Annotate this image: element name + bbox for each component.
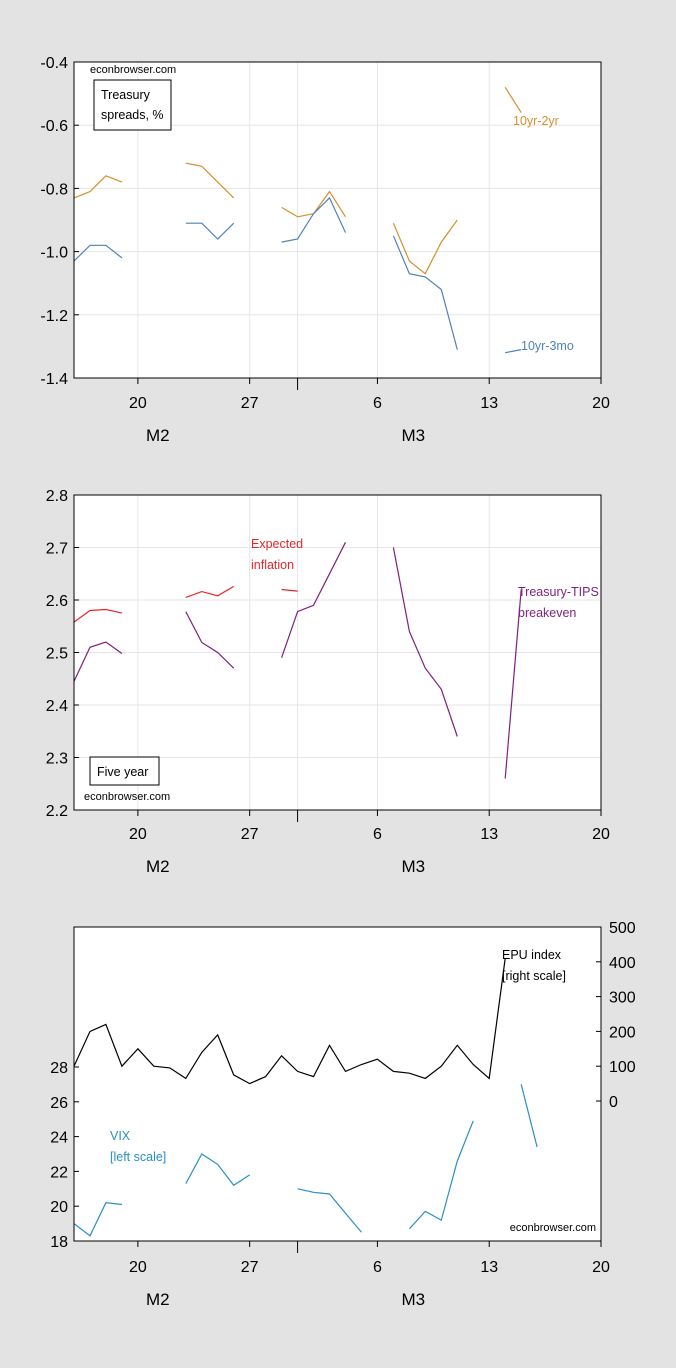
y-tick-label: 2.7 <box>46 541 68 558</box>
x-tick-label: 13 <box>480 395 498 412</box>
y-tick-label: 2.8 <box>46 488 68 505</box>
series-label: 10yr-3mo <box>521 339 574 353</box>
series-line <box>281 196 347 243</box>
y-tick-label: 18 <box>50 1234 68 1251</box>
chart-panel-2: Expected inflation Treasury-TIPS breakeven 2… <box>46 488 610 876</box>
month-label: M3 <box>401 1290 425 1309</box>
x-tick-label: 20 <box>592 395 610 412</box>
series-line <box>185 222 235 240</box>
y-tick-label: 26 <box>50 1095 68 1112</box>
y-tick-label: 2.3 <box>46 751 68 768</box>
series-line <box>392 547 458 737</box>
series-line <box>520 1084 538 1148</box>
y2-tick-label: 200 <box>609 1024 636 1041</box>
series-line <box>185 585 235 598</box>
series-label: VIX <box>110 1129 131 1143</box>
series-label: Expected <box>251 537 303 551</box>
y-tick-label: 20 <box>50 1199 68 1216</box>
plot-frame <box>73 61 602 379</box>
x-tick-label: 27 <box>241 1259 259 1276</box>
series-label: [right scale] <box>502 969 566 983</box>
series-line <box>73 1202 122 1237</box>
month-label: M2 <box>146 1290 170 1309</box>
y2-tick-label: 400 <box>609 955 636 972</box>
y-tick-label: -1.0 <box>40 245 68 262</box>
y-tick-label: 2.2 <box>46 803 68 820</box>
series-line <box>281 588 298 592</box>
month-label: M2 <box>146 857 170 876</box>
x-tick-label: 27 <box>241 826 259 843</box>
y-tick-label: 2.4 <box>46 698 68 715</box>
series-line <box>297 1188 362 1233</box>
chart-panel-1: 10yr-2yr 10yr-3mo -0.4 -0.6 -0.8 -1.0 -1.2 -1.4… <box>40 55 610 445</box>
month-label: M3 <box>401 426 425 445</box>
y2-tick-label: 300 <box>609 990 636 1007</box>
y2-tick-label: 100 <box>609 1059 636 1076</box>
series-line <box>73 608 123 623</box>
series-label: inflation <box>251 558 294 572</box>
series-line <box>185 611 235 669</box>
chart-panel-3: EPU index [right scale] VIX [left scale] 28 2… <box>50 920 636 1309</box>
month-label: M2 <box>146 426 170 445</box>
series-line <box>73 244 123 262</box>
series-label: 10yr-2yr <box>513 114 559 128</box>
y-tick-label: -0.6 <box>40 118 68 135</box>
series-line <box>185 1153 251 1187</box>
x-tick-label: 6 <box>373 1259 382 1276</box>
legend-box-text: Treasury <box>101 88 151 102</box>
x-tick-label: 6 <box>373 826 382 843</box>
x-tick-label: 13 <box>480 826 498 843</box>
series-label: EPU index <box>502 948 562 962</box>
series-line <box>504 86 522 113</box>
y-tick-label: 24 <box>50 1130 68 1147</box>
series-label: [left scale] <box>110 1150 166 1164</box>
series-line <box>504 589 522 779</box>
series-line <box>505 349 522 354</box>
y-tick-label: -1.4 <box>40 371 68 388</box>
legend-box-text: spreads, % <box>101 108 164 122</box>
x-tick-label: 13 <box>480 1259 498 1276</box>
series-line <box>281 542 347 658</box>
series-line <box>73 958 506 1085</box>
x-tick-label: 20 <box>129 826 147 843</box>
watermark: econbrowser.com <box>510 1222 596 1234</box>
series-line <box>392 219 458 275</box>
legend-box <box>93 79 172 131</box>
series-line <box>185 162 235 199</box>
x-tick-label: 20 <box>592 1259 610 1276</box>
watermark: econbrowser.com <box>90 64 176 76</box>
legend-box <box>89 756 160 786</box>
series-label: Treasury-TIPS <box>518 585 599 599</box>
series-line <box>73 641 123 682</box>
y-tick-label: -0.4 <box>40 55 68 72</box>
x-tick-label: 20 <box>129 395 147 412</box>
series-line <box>73 175 123 199</box>
x-tick-label: 20 <box>592 826 610 843</box>
watermark: econbrowser.com <box>84 791 170 803</box>
y-tick-label: 2.6 <box>46 593 68 610</box>
plot-frame <box>73 926 602 1242</box>
y-tick-label: -1.2 <box>40 308 68 325</box>
y-tick-label: -0.8 <box>40 181 68 198</box>
x-tick-label: 20 <box>129 1259 147 1276</box>
y-tick-label: 2.5 <box>46 646 68 663</box>
y2-tick-label: 500 <box>609 920 636 937</box>
series-line <box>408 1120 474 1230</box>
x-tick-label: 6 <box>373 395 382 412</box>
y-tick-label: 22 <box>50 1164 68 1181</box>
month-label: M3 <box>401 857 425 876</box>
series-line <box>392 235 458 350</box>
series-label: breakeven <box>518 606 576 620</box>
y-tick-label: 28 <box>50 1060 68 1077</box>
legend-box-text: Five year <box>97 765 148 779</box>
y2-tick-label: 0 <box>609 1094 618 1111</box>
x-tick-label: 27 <box>241 395 259 412</box>
plot-area <box>74 927 601 1241</box>
